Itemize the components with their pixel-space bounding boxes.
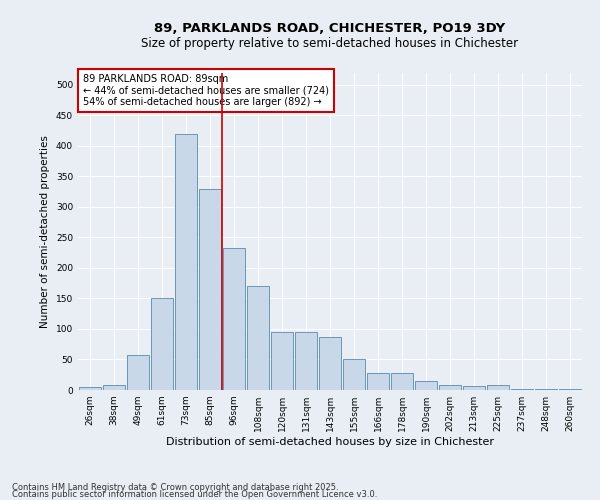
Bar xyxy=(151,298,173,390)
Bar xyxy=(79,387,101,390)
Bar xyxy=(343,360,365,390)
Bar xyxy=(127,355,149,390)
Text: Contains HM Land Registry data © Crown copyright and database right 2025.: Contains HM Land Registry data © Crown c… xyxy=(12,484,338,492)
Bar xyxy=(559,389,581,390)
Bar xyxy=(223,248,245,390)
X-axis label: Distribution of semi-detached houses by size in Chichester: Distribution of semi-detached houses by … xyxy=(166,437,494,447)
Bar xyxy=(103,385,125,390)
Text: 89 PARKLANDS ROAD: 89sqm
← 44% of semi-detached houses are smaller (724)
54% of : 89 PARKLANDS ROAD: 89sqm ← 44% of semi-d… xyxy=(83,74,329,108)
Bar xyxy=(487,385,509,390)
Bar xyxy=(295,332,317,390)
Text: Contains public sector information licensed under the Open Government Licence v3: Contains public sector information licen… xyxy=(12,490,377,499)
Bar xyxy=(199,188,221,390)
Bar xyxy=(319,337,341,390)
Text: Size of property relative to semi-detached houses in Chichester: Size of property relative to semi-detach… xyxy=(142,38,518,51)
Bar xyxy=(247,286,269,390)
Bar xyxy=(391,373,413,390)
Bar xyxy=(415,381,437,390)
Bar xyxy=(271,332,293,390)
Bar xyxy=(535,389,557,390)
Text: 89, PARKLANDS ROAD, CHICHESTER, PO19 3DY: 89, PARKLANDS ROAD, CHICHESTER, PO19 3DY xyxy=(154,22,506,36)
Bar xyxy=(175,134,197,390)
Bar xyxy=(439,385,461,390)
Y-axis label: Number of semi-detached properties: Number of semi-detached properties xyxy=(40,135,50,328)
Bar xyxy=(463,386,485,390)
Bar xyxy=(367,373,389,390)
Bar xyxy=(511,389,533,390)
